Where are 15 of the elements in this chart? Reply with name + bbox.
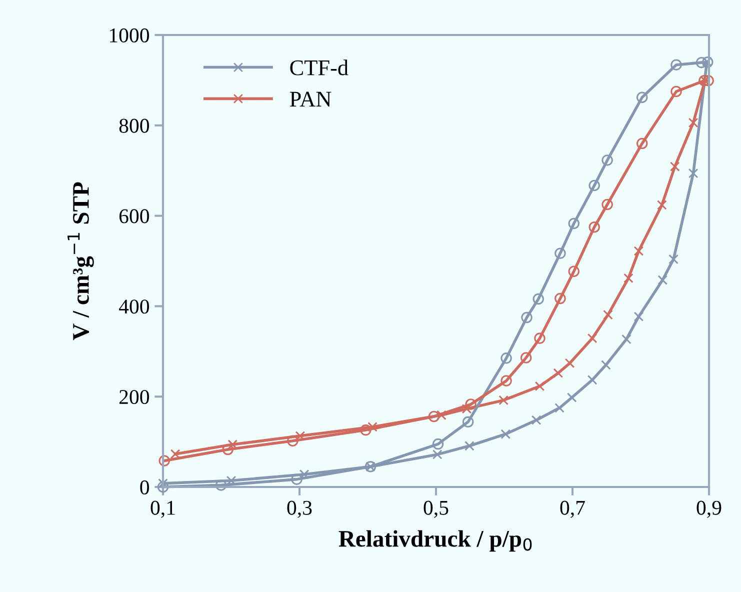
legend-label: CTF-d (290, 60, 348, 76)
y-tick-label: 0 (140, 480, 150, 494)
legend-label: PAN (290, 92, 332, 106)
y-tick-label: 200 (119, 390, 150, 404)
x-tick-label: 0,5 (424, 500, 448, 518)
x-tick-label: 0,3 (287, 500, 312, 518)
x-axis-title: Relativdruck / p/p$_{0}$ (338, 530, 532, 552)
x-tick-label: 0,9 (696, 500, 722, 518)
y-tick-label: 800 (119, 118, 150, 133)
y-tick-label: 1000 (110, 28, 150, 42)
y-tick-label: 600 (119, 209, 150, 224)
x-tick-label: 0,1 (150, 500, 175, 518)
y-axis-title: V / cm³g$^{−1}$ STP (68, 182, 94, 340)
x-tick-label: 0,7 (560, 500, 585, 518)
y-tick-label: 400 (118, 300, 150, 314)
